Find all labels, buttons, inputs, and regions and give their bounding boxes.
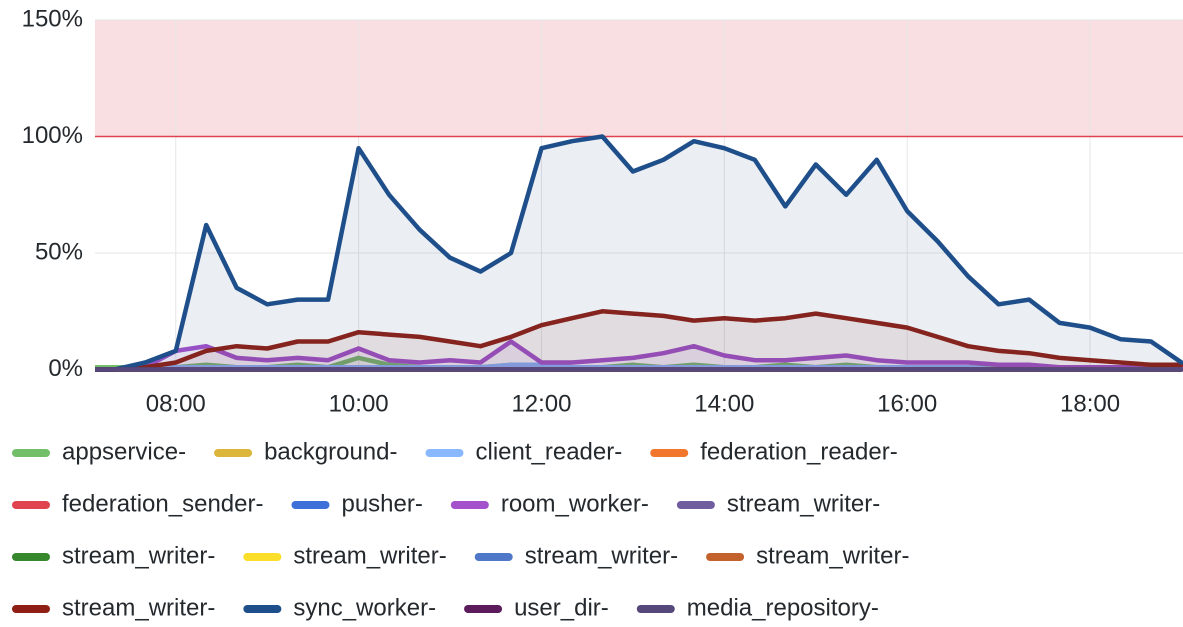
y-tick-label: 50% (35, 238, 83, 265)
series-area (95, 311, 1182, 370)
legend-label: stream_writer- (756, 542, 909, 569)
legend-label: federation_reader- (700, 438, 897, 465)
legend-label: stream_writer- (62, 542, 215, 569)
y-tick-label: 150% (22, 5, 83, 32)
legend-label: room_worker- (501, 490, 649, 517)
plot-area (95, 134, 1183, 372)
y-tick-label: 100% (22, 122, 83, 149)
series-line (95, 309, 1183, 372)
legend-label: background- (264, 438, 397, 465)
legend-label: federation_sender- (62, 490, 263, 517)
legend-label: stream_writer- (525, 542, 678, 569)
series-line (95, 134, 1183, 372)
x-tick-label: 08:00 (146, 390, 206, 417)
legend-label: user_dir- (514, 594, 609, 621)
x-tick-label: 18:00 (1060, 390, 1120, 417)
x-tick-label: 10:00 (329, 390, 389, 417)
series-line (95, 339, 1183, 372)
legend-label: stream_writer- (293, 542, 446, 569)
legend-label: stream_writer- (727, 490, 880, 517)
x-tick-label: 16:00 (877, 390, 937, 417)
x-tick-label: 12:00 (511, 390, 571, 417)
legend-label: appservice- (62, 438, 186, 465)
legend-label: media_repository- (687, 594, 879, 621)
threshold-region (95, 20, 1183, 137)
series-area (95, 136, 1182, 370)
x-tick-label: 14:00 (694, 390, 754, 417)
y-tick-label: 0% (48, 355, 83, 382)
legend-label: client_reader- (475, 438, 622, 465)
legend-label: pusher- (341, 490, 422, 517)
legend-label: sync_worker- (293, 594, 436, 621)
legend-label: stream_writer- (62, 594, 215, 621)
